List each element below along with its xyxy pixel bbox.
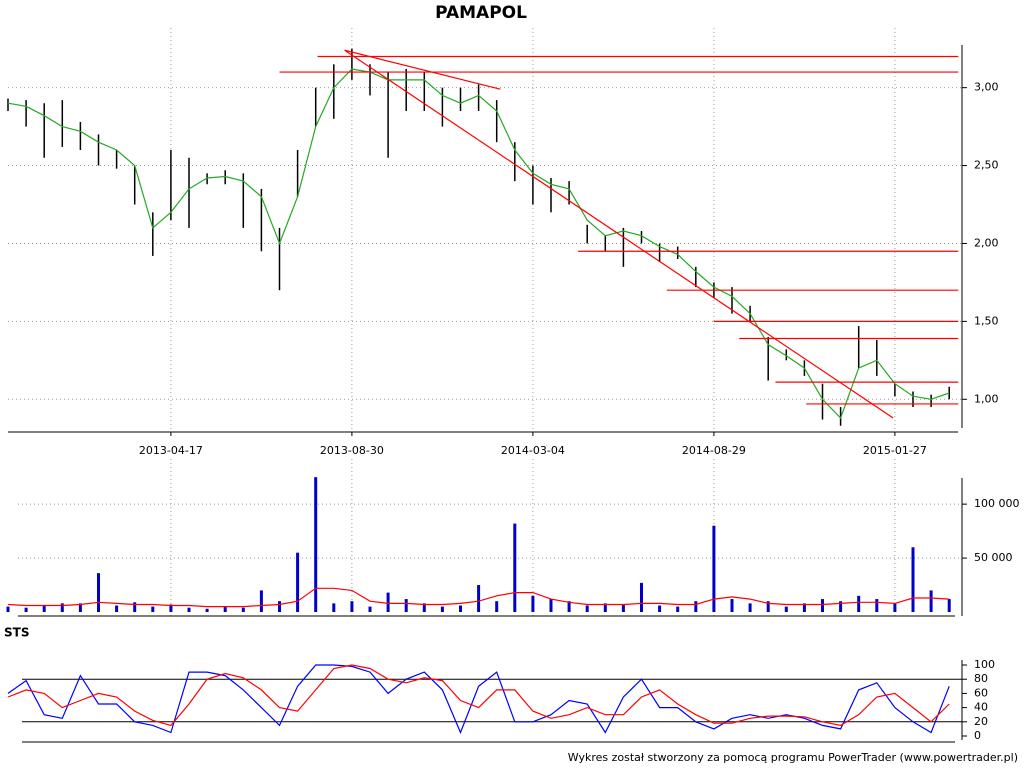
trend-line <box>344 49 894 419</box>
y-tick-label: 20 <box>974 715 988 728</box>
y-tick-label: 100 <box>974 658 995 671</box>
x-tick-label: 2015-01-27 <box>863 444 927 457</box>
x-tick-label: 2013-04-17 <box>139 444 203 457</box>
volume-bar <box>296 552 300 612</box>
y-tick-label: 1,50 <box>974 314 999 327</box>
volume-bar <box>567 601 571 612</box>
volume-bar <box>712 525 716 612</box>
x-tick-label: 2014-08-29 <box>682 444 746 457</box>
volume-bar <box>422 603 426 612</box>
volume-bar <box>802 603 806 612</box>
volume-bar <box>621 604 625 612</box>
volume-bar <box>169 604 173 612</box>
volume-bar <box>857 595 861 612</box>
panel-title: STS <box>4 626 29 640</box>
volume-bar <box>404 599 408 612</box>
volume-bar <box>549 599 553 612</box>
volume-bar <box>893 603 897 612</box>
moving-average <box>7 68 950 420</box>
volume-bar <box>278 601 281 612</box>
volume-bar <box>640 582 643 612</box>
y-tick-label: 80 <box>974 672 988 685</box>
y-tick-label: 1,00 <box>974 392 999 405</box>
volume-bar <box>477 585 481 612</box>
volume-bar <box>24 607 28 612</box>
x-tick-label: 2013-08-30 <box>320 444 384 457</box>
volume-bar <box>748 603 752 612</box>
trend-line <box>344 49 501 90</box>
y-tick-label: 50 000 <box>974 551 1013 564</box>
volume-bar <box>368 606 372 612</box>
volume-bar <box>332 603 336 612</box>
volume-bar <box>585 605 589 612</box>
y-tick-label: 40 <box>974 701 988 714</box>
y-tick-label: 60 <box>974 686 988 699</box>
volume-bar <box>42 605 46 612</box>
volume-bar <box>241 607 245 612</box>
volume-bar <box>314 477 318 612</box>
volume-bar <box>386 592 390 612</box>
volume-bar <box>929 590 933 612</box>
volume-bar <box>350 601 354 612</box>
volume-bar <box>730 599 734 612</box>
volume-bar <box>495 601 499 612</box>
volume-bar <box>531 595 535 612</box>
volume-bar <box>875 599 879 612</box>
footer: Wykres został stworzony za pomocą progra… <box>568 751 1018 764</box>
y-tick-label: 3,00 <box>974 81 999 94</box>
volume-bar <box>259 590 263 612</box>
volume-bar <box>658 605 662 612</box>
volume-bar <box>151 606 155 612</box>
volume-bar <box>784 606 788 612</box>
volume-bar <box>133 602 137 612</box>
volume-average <box>7 587 950 608</box>
volume-bar <box>603 603 607 612</box>
volume-bar <box>821 599 824 612</box>
y-tick-label: 100 000 <box>974 497 1020 510</box>
volume-bar <box>97 573 100 612</box>
volume-bar <box>513 523 517 612</box>
volume-bar <box>459 605 462 612</box>
y-tick-label: 0 <box>974 729 981 742</box>
y-tick-label: 2,00 <box>974 236 999 249</box>
volume-bar <box>115 605 119 612</box>
volume-bar <box>694 601 698 612</box>
volume-bar <box>60 603 64 612</box>
chart-title: PAMAPOL <box>435 3 527 23</box>
volume-bar <box>205 608 209 612</box>
volume-bar <box>766 601 770 612</box>
volume-bar <box>6 606 10 612</box>
volume-bar <box>676 606 680 612</box>
volume-bar <box>440 606 444 612</box>
x-tick-label: 2014-03-04 <box>501 444 565 457</box>
volume-bar <box>223 606 227 612</box>
stochastic-line <box>7 664 950 727</box>
y-tick-label: 2,50 <box>974 159 999 172</box>
volume-bar <box>911 547 915 612</box>
volume-bar <box>947 599 951 612</box>
volume-bar <box>187 607 191 612</box>
volume-bar <box>78 603 82 612</box>
volume-bar <box>839 601 843 612</box>
